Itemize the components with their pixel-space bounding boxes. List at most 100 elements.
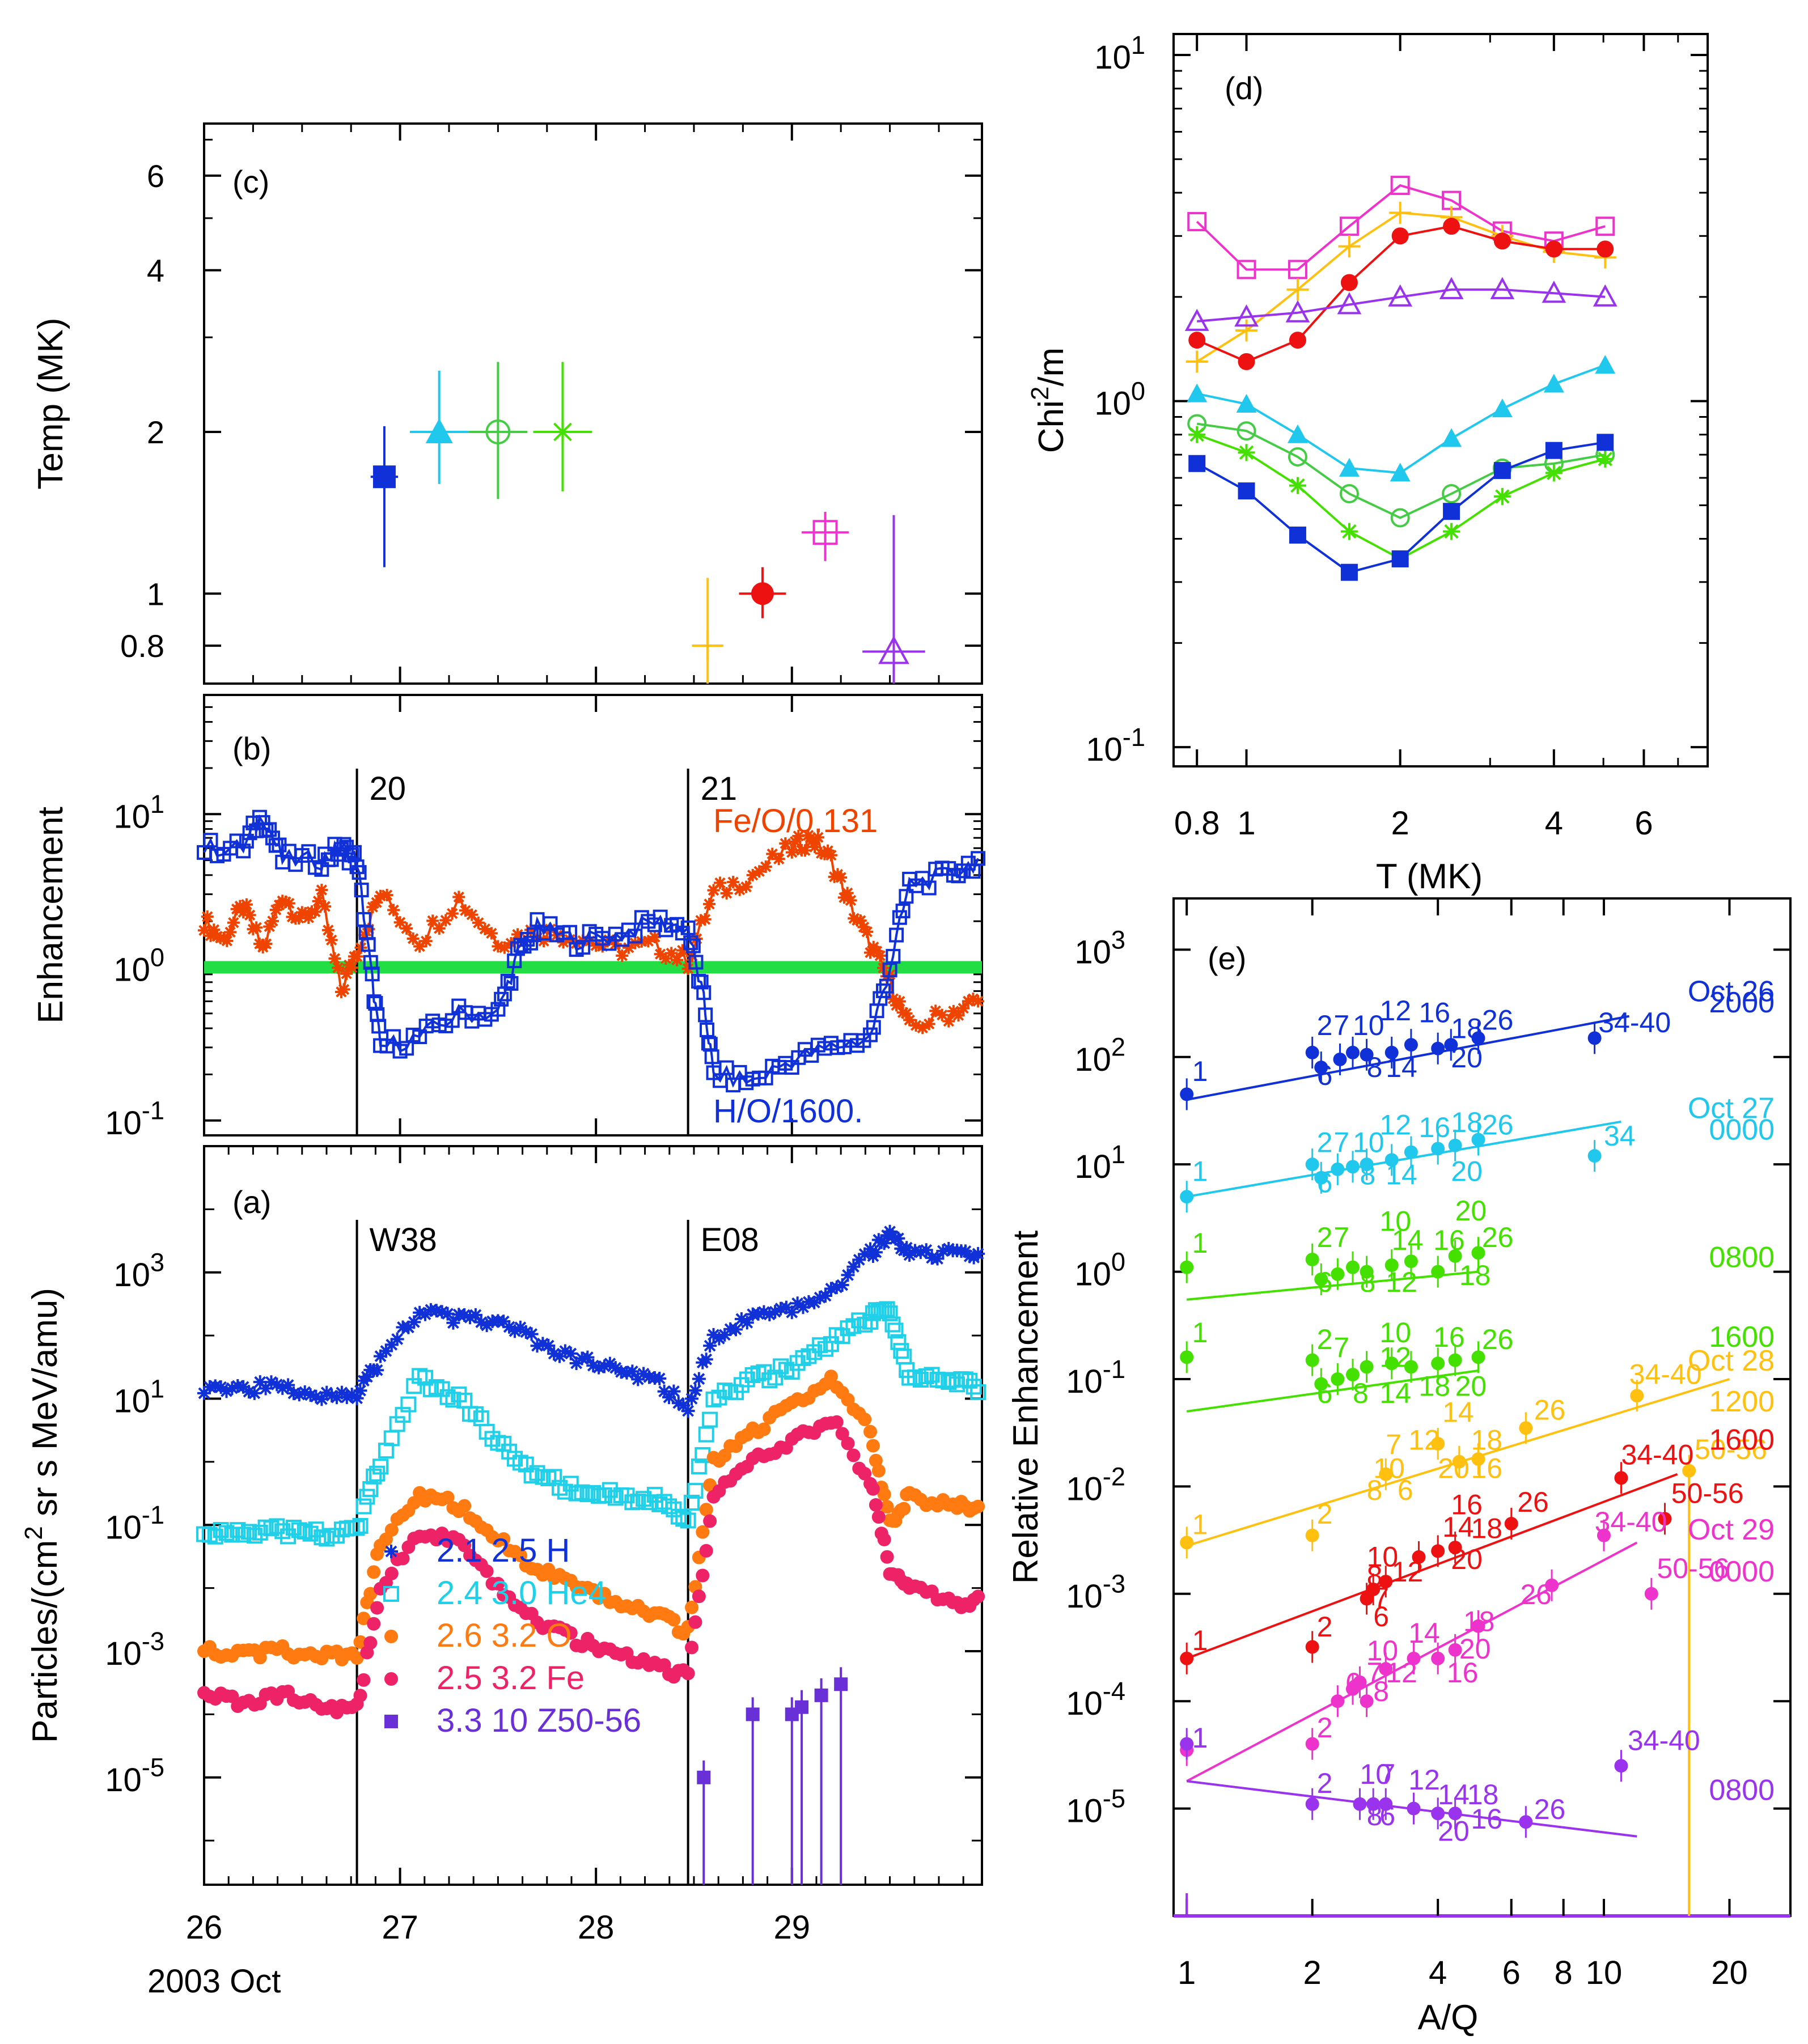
chi2-point-lime: [1493, 487, 1511, 505]
element-label: 18: [1419, 1370, 1451, 1402]
ratio-point: [886, 949, 901, 964]
flux-point-h: [458, 1308, 472, 1322]
enhancement-point: [1431, 1142, 1445, 1156]
ratio-point: [332, 961, 345, 974]
flux-point-he4: [319, 1530, 335, 1547]
element-label: 6: [1317, 1266, 1333, 1298]
enhancement-point: [1366, 1797, 1381, 1811]
enhancement-point: [1305, 1252, 1319, 1266]
ratio-point: [240, 898, 253, 911]
element-label: 6: [1379, 1800, 1395, 1831]
flux-point-h: [315, 1392, 329, 1406]
element-label: 10: [1360, 1758, 1392, 1790]
flux-point-o: [384, 1523, 399, 1537]
flux-point-h: [325, 1389, 339, 1403]
element-label: 18: [1451, 1012, 1483, 1044]
ratio-point: [616, 949, 629, 962]
chi2-point-purple: [1593, 284, 1618, 307]
flux-point-he4: [395, 1407, 411, 1423]
ratio-point: [243, 909, 256, 922]
flux-point-he4: [918, 1368, 934, 1384]
chi2-point-red: [1545, 240, 1563, 258]
element-label: 6: [1317, 1059, 1333, 1091]
panel-label: (a): [232, 1184, 271, 1220]
flux-point-o: [513, 1549, 527, 1563]
ratio-point: [374, 889, 387, 902]
flux-point-h: [703, 1339, 717, 1353]
ratio-line: [203, 814, 979, 1088]
element-label: 1: [1192, 1722, 1208, 1754]
chi2-point-orange: [1185, 350, 1208, 373]
chi2-point-purple: [1439, 277, 1464, 299]
event-label: W38: [370, 1222, 437, 1258]
chi2-point-purple: [1234, 304, 1259, 327]
enhancement-point: [1384, 1258, 1399, 1273]
enhancement-point: [1630, 1389, 1644, 1403]
flux-point-he4: [439, 1389, 456, 1405]
ratio-point: [861, 925, 874, 938]
enhancement-point: [1180, 1260, 1194, 1274]
flux-point-he4: [684, 1494, 700, 1511]
ratio-point: [916, 1021, 929, 1034]
ratio-point: [698, 913, 712, 926]
ratio-point: [766, 847, 779, 860]
flux-point-fe: [841, 1436, 855, 1451]
y-tick-label: 10-1: [105, 1096, 164, 1142]
element-label: 2: [1317, 1324, 1333, 1355]
chi2-point-magenta: [1390, 176, 1410, 196]
flux-point-he4: [467, 1406, 484, 1422]
ratio-point: [260, 938, 273, 951]
chi2-point-sky: [1236, 393, 1257, 413]
element-label: 34-40: [1595, 1506, 1667, 1538]
flux-point-h: [524, 1327, 539, 1341]
flux-point-he4: [428, 1379, 444, 1396]
flux-point-he4: [887, 1322, 904, 1339]
flux-point-fe: [869, 1498, 883, 1512]
chi2-point-blue: [1493, 462, 1511, 480]
flux-point-h: [463, 1311, 477, 1325]
flux-point-o: [869, 1453, 883, 1468]
enhancement-point: [1331, 1162, 1345, 1176]
element-label: 2: [1317, 1611, 1333, 1643]
flux-point-he4: [535, 1469, 551, 1485]
flux-point-he4: [417, 1369, 434, 1386]
ratio-point: [922, 1017, 935, 1031]
ratio-point: [354, 883, 369, 898]
chi2-curve-green: [1196, 422, 1606, 519]
ratio-point: [824, 849, 837, 862]
flux-point-h: [751, 1307, 765, 1321]
element-label: 16: [1419, 997, 1451, 1029]
flux-point-h: [508, 1324, 522, 1338]
ratio-point: [537, 935, 551, 948]
flux-point-he4: [263, 1520, 280, 1537]
chi2-point-green: [1339, 484, 1359, 503]
x-tick-label: 4: [1545, 805, 1563, 842]
flux-point-o: [363, 1587, 378, 1601]
chi2-point-purple: [1542, 281, 1566, 303]
ratio-point: [362, 923, 375, 936]
legend-marker: [384, 1715, 398, 1728]
chi2-point-green: [1390, 508, 1410, 528]
flux-point-h: [558, 1344, 572, 1358]
element-label: 1: [1192, 1508, 1208, 1540]
flux-point-he4: [269, 1518, 285, 1534]
enhancement-point: [1412, 1550, 1426, 1564]
element-label: 12: [1386, 1266, 1417, 1298]
flux-point-he4: [252, 1524, 268, 1541]
ratio-point: [703, 897, 716, 910]
chi2-point-blue: [1188, 455, 1206, 472]
element-label: 12: [1386, 1657, 1417, 1689]
enhancement-point: [1431, 1356, 1445, 1371]
flux-point-he4: [285, 1520, 302, 1536]
flux-point-h: [536, 1337, 550, 1351]
element-label: 6: [1317, 1167, 1333, 1198]
flux-point-o: [253, 1651, 267, 1665]
enhancement-point: [1360, 1048, 1374, 1062]
flux-point-he4: [235, 1526, 252, 1543]
flux-point-h: [592, 1360, 606, 1375]
ratio-point: [759, 860, 772, 873]
panel-a: 26 27 28 29 2003 Oct 10-5 10-3 10-1 101 103 (a) Par…: [20, 1145, 986, 2000]
element-label: 12: [1379, 1341, 1411, 1373]
ratio-point: [266, 914, 279, 927]
